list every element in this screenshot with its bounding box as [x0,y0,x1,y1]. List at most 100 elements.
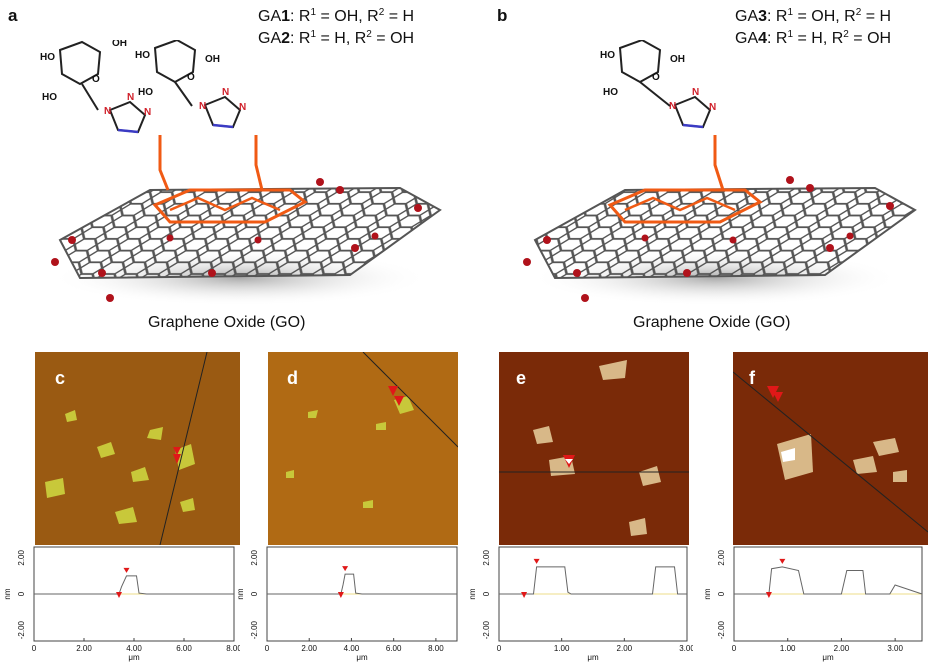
profile-marker [765,592,772,598]
profile-marker [342,566,349,572]
svg-text:HO: HO [40,52,55,63]
svg-text:N: N [239,102,246,113]
svg-text:N: N [692,87,699,98]
marker-up [388,386,398,396]
marker-up [173,447,181,455]
afm-letter-d: d [287,368,298,388]
oxygen-atoms [51,178,422,302]
y-tick-label: 2.00 [250,550,259,566]
svg-text:O: O [652,72,660,83]
y-tick-label: -2.00 [250,620,259,639]
height-profile-line [734,566,923,595]
profile-e: 2.00 0 -2.00 nm 0 1.00 2.00 3.00 μm [468,546,693,662]
schematic-b: N N N HO OH HO O [523,40,917,306]
marker-down [394,396,404,406]
formula-ga1: GA1: R1 = OH, R2 = H [258,7,415,26]
afm-background [733,352,928,545]
x-tick-label: 3.00 [887,644,903,653]
y-tick-label: 0 [17,591,26,596]
x-axis-label: μm [128,653,140,662]
y-tick-label: 0 [250,591,259,596]
go-label-b: Graphene Oxide (GO) [633,314,791,331]
schematic-a: N N N N N N HO OH HO O HO OH HO O [40,40,442,306]
triazole [673,95,712,129]
y-tick-label: 2.00 [17,550,26,566]
graphene-sheet [533,186,917,280]
y-tick-label: -2.00 [482,620,491,639]
x-tick-label: 2.00 [76,644,92,653]
afm-letter-f: f [749,368,755,388]
svg-text:OH: OH [205,54,220,65]
afm-image-e [499,352,689,545]
y-tick-label: -2.00 [717,620,726,639]
height-profile-line [499,566,687,595]
svg-text:O: O [187,72,195,83]
x-tick-label: 1.00 [780,644,796,653]
afm-letter-c: c [55,368,66,388]
sugar-ring-left [58,40,102,86]
marker-down [173,454,181,464]
x-tick-label: 2.00 [301,644,317,653]
profile-marker [123,567,130,573]
profile-marker [116,592,122,598]
afm-image-d [268,352,458,545]
svg-text:HO: HO [135,50,150,61]
go-label-a: Graphene Oxide (GO) [148,314,306,331]
formula-ga4: GA4: R1 = H, R2 = OH [735,29,892,48]
x-tick-label: 0 [497,644,502,653]
svg-text:N: N [144,107,151,118]
x-tick-label: 2.00 [617,644,633,653]
y-axis-label: nm [236,588,245,599]
x-tick-label: 0 [265,644,270,653]
linker [713,135,725,191]
svg-text:N: N [104,106,111,117]
triazole-left [108,100,147,134]
formula-ga3: GA3: R1 = OH, R2 = H [735,7,892,26]
x-tick-label: 4.00 [126,644,142,653]
x-tick-label: 8.00 [428,644,444,653]
afm-image-c [35,352,240,545]
svg-text:HO: HO [603,87,618,98]
profile-marker [521,592,528,598]
x-axis-label: μm [822,653,834,662]
x-tick-label: 4.00 [344,644,360,653]
svg-text:N: N [669,101,676,112]
x-tick-label: 1.00 [554,644,570,653]
x-tick-label: 3.00 [679,644,693,653]
y-axis-label: nm [703,588,712,599]
y-tick-label: -2.00 [17,620,26,639]
height-profile-line [34,575,234,595]
afm-background [35,352,240,545]
svg-text:N: N [709,102,716,113]
svg-text:N: N [127,92,134,103]
x-tick-label: 0 [732,644,737,653]
linker-left [158,135,170,191]
svg-text:OH: OH [112,40,127,49]
oxygen-atoms [523,176,894,302]
x-tick-label: 6.00 [176,644,192,653]
profile-marker [779,558,786,564]
afm-letter-e: e [516,368,527,388]
profile-d: 2.00 0 -2.00 nm 0 2.00 4.00 6.00 8.00 μm [236,546,458,662]
sugar-ring [618,40,662,84]
svg-text:N: N [199,101,206,112]
x-axis-label: μm [587,653,599,662]
svg-text:HO: HO [42,92,57,103]
svg-text:O: O [92,74,100,85]
afm-background [499,352,689,545]
y-tick-label: 2.00 [717,550,726,566]
pyrene-anchor [152,188,308,224]
panel-letter-b: b [497,6,508,25]
svg-text:HO: HO [138,87,153,98]
sugar-ring-right [153,40,197,84]
profile-marker [533,558,540,564]
triazole-right [203,95,242,129]
svg-text:N: N [222,87,229,98]
afm-image-f [733,352,928,545]
height-profile-line [267,573,457,595]
afm-background [268,352,458,545]
y-tick-label: 0 [482,591,491,596]
svg-text:OH: OH [670,54,685,65]
marker-down [773,392,783,402]
highlight [781,448,795,462]
